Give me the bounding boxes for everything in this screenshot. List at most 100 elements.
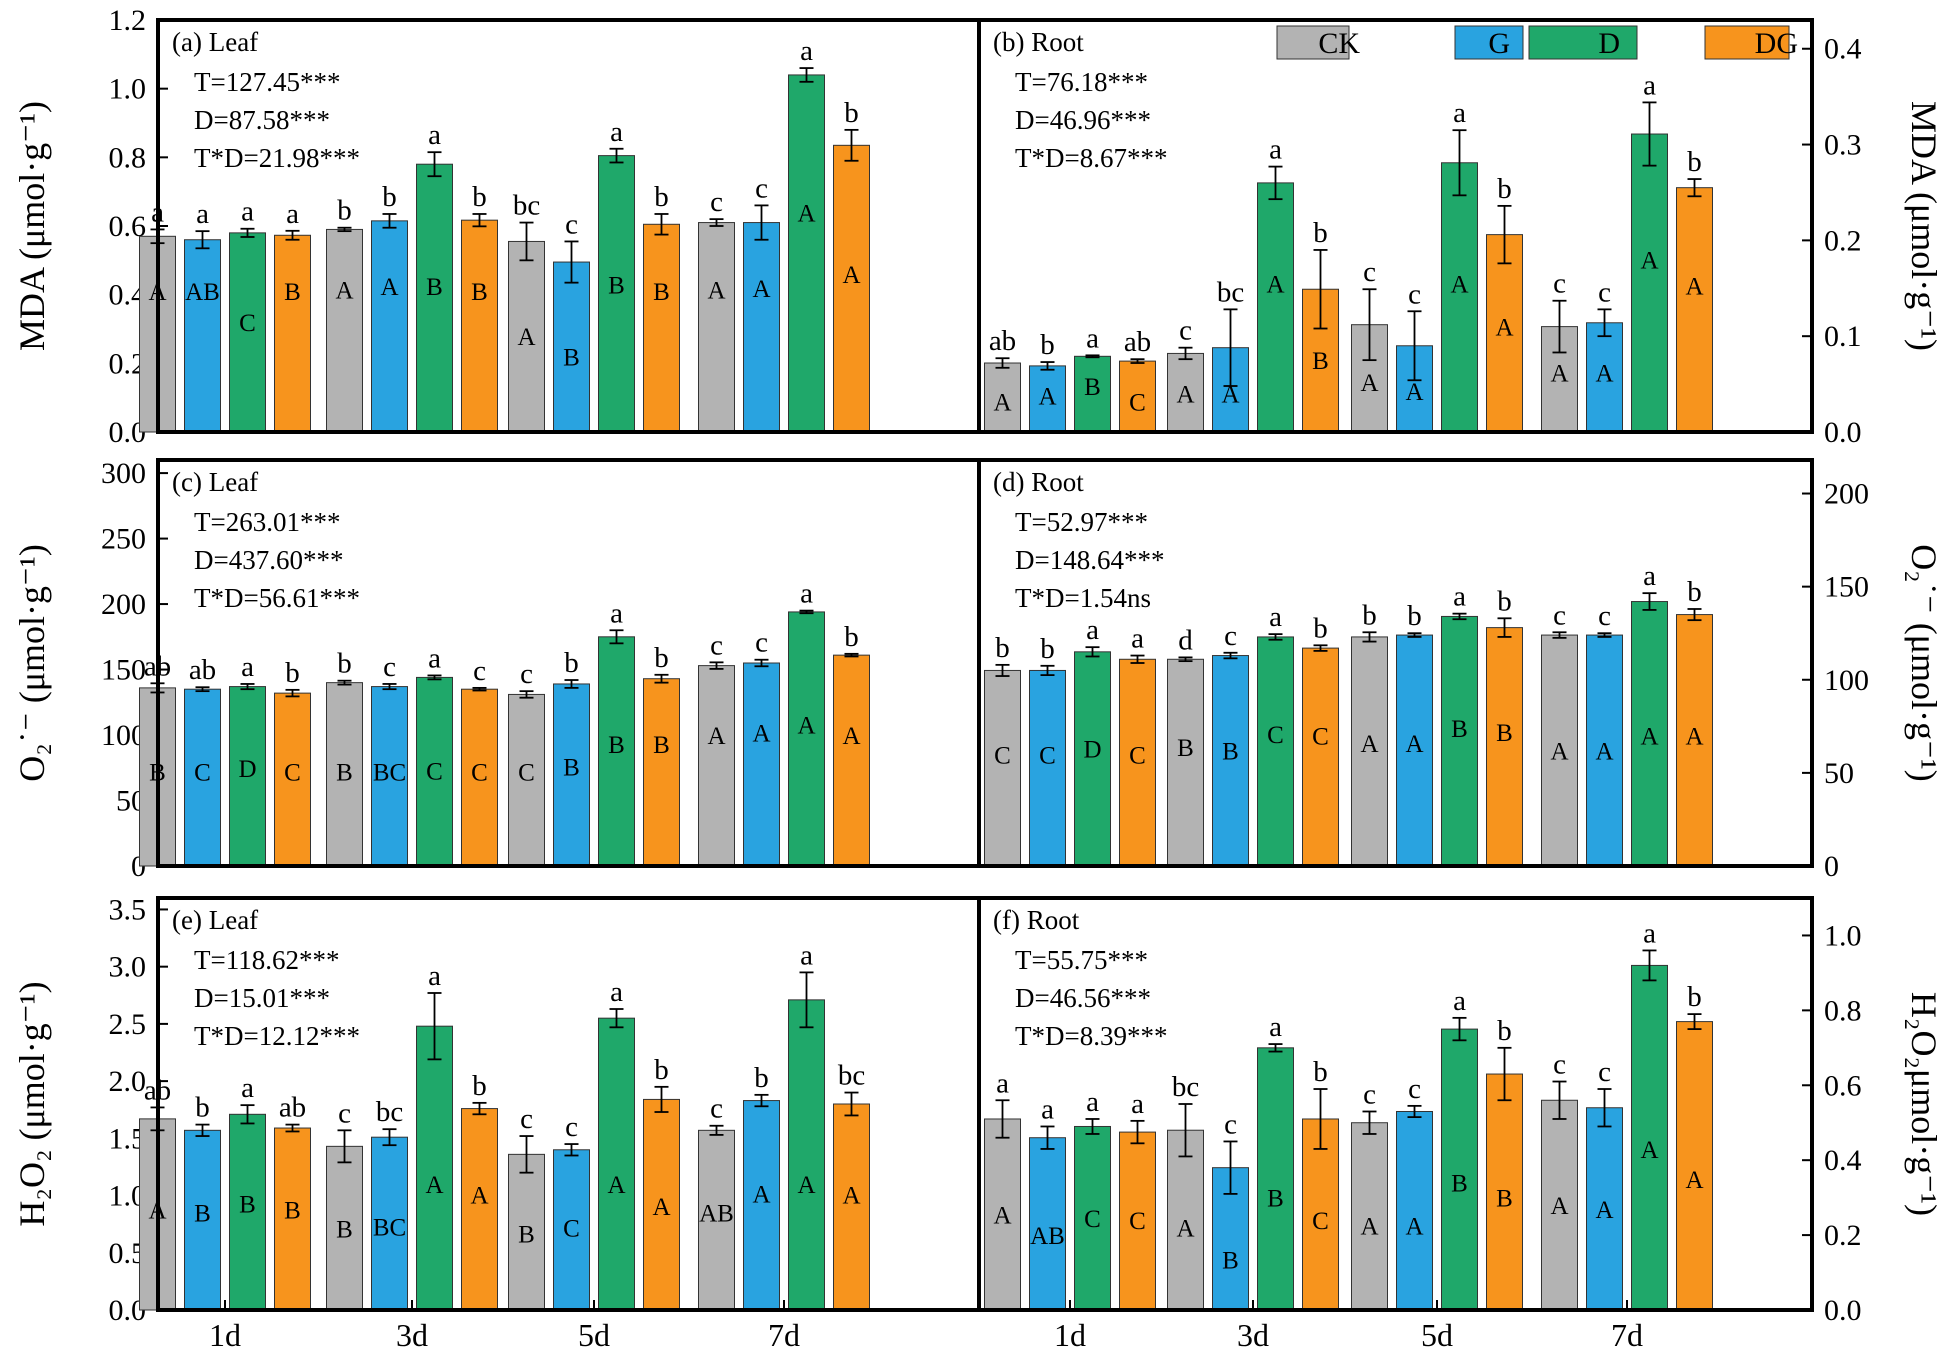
- y-tick-label: 250: [101, 523, 146, 556]
- bar-DG: [643, 1098, 680, 1311]
- significance-letter: a: [610, 116, 623, 148]
- significance-letter-upper: B: [1222, 739, 1239, 766]
- bar-D: [416, 163, 453, 433]
- significance-letter: b: [382, 181, 397, 213]
- significance-letter-upper: B: [1084, 374, 1101, 401]
- significance-letter: c: [1408, 1073, 1421, 1105]
- bar-G: [1029, 1137, 1066, 1311]
- y-tick-label: 0.8: [1824, 994, 1862, 1027]
- x-tick-label: 1d: [209, 1317, 241, 1350]
- significance-letter-upper: A: [1550, 739, 1568, 766]
- significance-letter: d: [1178, 624, 1193, 656]
- bar-DG: [1119, 658, 1156, 867]
- bar-D: [1441, 162, 1478, 433]
- significance-letter-upper: A: [797, 200, 815, 227]
- significance-letter-upper: A: [425, 1172, 443, 1199]
- y-tick-label: 100: [1824, 664, 1869, 697]
- significance-letter-upper: B: [608, 732, 625, 759]
- panel-frame: [156, 458, 1814, 868]
- significance-letter-upper: A: [1221, 382, 1239, 409]
- significance-letter-upper: B: [336, 760, 353, 787]
- significance-letter: a: [241, 196, 254, 228]
- significance-letter: bc: [838, 1060, 865, 1092]
- bar-G: [743, 662, 780, 867]
- significance-letter: b: [1313, 1056, 1328, 1088]
- significance-letter: a: [196, 198, 209, 230]
- significance-letter-upper: B: [563, 344, 580, 371]
- panel-label: (d) Root: [993, 467, 1084, 497]
- significance-letter: b: [1362, 599, 1377, 631]
- significance-letter-upper: C: [471, 760, 488, 787]
- significance-letter-upper: BC: [373, 760, 406, 787]
- bar-CK: [1167, 352, 1204, 433]
- significance-letter-upper: A: [1595, 739, 1613, 766]
- significance-letter-upper: A: [1450, 271, 1468, 298]
- significance-letter-upper: C: [1312, 724, 1329, 751]
- significance-letter-upper: B: [426, 274, 443, 301]
- significance-letter: a: [428, 119, 441, 151]
- anova-stat: T*D=56.61***: [194, 583, 360, 613]
- bar-D: [1074, 355, 1111, 433]
- bar-CK: [1541, 634, 1578, 867]
- significance-letter: b: [337, 195, 352, 227]
- significance-letter-upper: C: [284, 760, 301, 787]
- significance-letter: b: [564, 647, 579, 679]
- significance-letter: a: [1269, 1011, 1282, 1043]
- bar-DG: [461, 688, 498, 867]
- bar-D: [788, 999, 825, 1311]
- bar-G: [553, 1149, 590, 1311]
- significance-letter: a: [800, 35, 813, 67]
- significance-letter: a: [1269, 134, 1282, 166]
- significance-letter: a: [1131, 623, 1144, 655]
- legend-swatch-G: [1454, 25, 1524, 60]
- significance-letter: b: [654, 642, 669, 674]
- significance-letter-upper: A: [652, 1194, 670, 1221]
- significance-letter: ab: [1124, 326, 1151, 358]
- significance-letter: c: [710, 1093, 723, 1125]
- significance-letter-upper: C: [1084, 1206, 1101, 1233]
- significance-letter-upper: B: [1312, 348, 1329, 375]
- significance-letter: b: [1497, 1015, 1512, 1047]
- significance-letter: b: [754, 1062, 769, 1094]
- significance-letter-upper: A: [1495, 315, 1513, 342]
- bar-DG: [833, 144, 870, 433]
- bar-DG: [1486, 1073, 1523, 1311]
- anova-stat: D=15.01***: [194, 983, 330, 1013]
- significance-letter: bc: [513, 190, 540, 222]
- bar-DG: [461, 1108, 498, 1311]
- bar-CK: [1351, 324, 1388, 433]
- y-axis-title: MDA (μmol·g⁻¹): [12, 101, 52, 351]
- significance-letter-upper: A: [1595, 1197, 1613, 1224]
- significance-letter-upper: A: [1685, 724, 1703, 751]
- y-tick-label: 0.4: [1824, 1144, 1862, 1177]
- significance-letter-upper: A: [842, 1182, 860, 1209]
- significance-letter-upper: B: [1177, 735, 1194, 762]
- significance-letter: a: [428, 960, 441, 992]
- bar-D: [598, 155, 635, 433]
- panel-frame: [156, 18, 1814, 434]
- significance-letter-upper: C: [1039, 742, 1056, 769]
- significance-letter-upper: A: [752, 276, 770, 303]
- significance-letter: c: [1363, 256, 1376, 288]
- significance-letter: a: [428, 642, 441, 674]
- significance-letter-upper: A: [797, 1172, 815, 1199]
- anova-stat: T=118.62***: [194, 945, 339, 975]
- bar-DG: [1676, 187, 1713, 433]
- panel-f: 0.00.20.40.60.81.0H₂O₂μmol·g⁻¹)aAaABaCaC…: [984, 905, 1944, 1350]
- significance-letter-upper: B: [336, 1217, 353, 1244]
- significance-letter: b: [654, 1054, 669, 1086]
- significance-letter-upper: B: [1222, 1247, 1239, 1274]
- y-tick-label: 0.3: [1824, 129, 1862, 162]
- x-tick-label: 5d: [578, 1317, 610, 1350]
- significance-letter-upper: B: [518, 1221, 535, 1248]
- bar-D: [1631, 133, 1668, 433]
- significance-letter: b: [1313, 217, 1328, 249]
- legend-label-DG: DG: [1755, 27, 1798, 60]
- significance-letter: c: [1598, 1056, 1611, 1088]
- bar-G: [184, 239, 221, 433]
- panel-frame: [156, 896, 1814, 1312]
- significance-letter: a: [996, 1067, 1009, 1099]
